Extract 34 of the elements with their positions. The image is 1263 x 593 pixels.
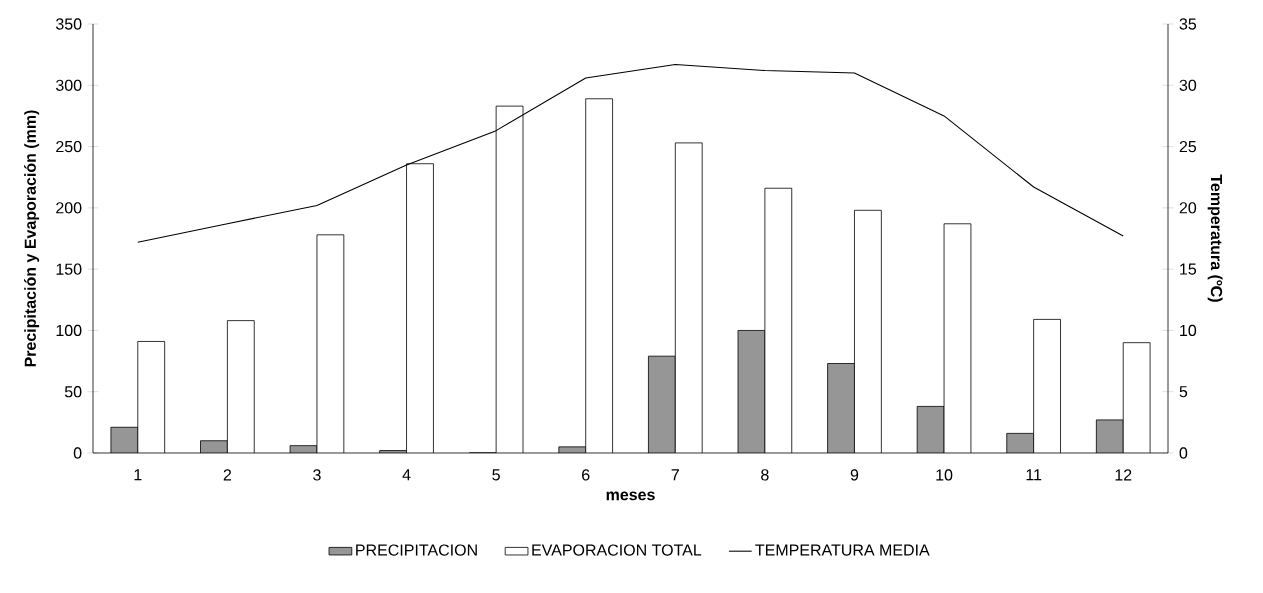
legend-label: TEMPERATURA MEDIA [755, 544, 930, 556]
x-tick-label: 11 [1026, 469, 1042, 481]
x-tick-label: 9 [850, 469, 859, 481]
x-tick-label: 2 [223, 469, 232, 481]
legend-label: PRECIPITACION [356, 544, 477, 556]
y2-tick-label: 15 [1180, 263, 1197, 275]
y2-tick-label: 30 [1179, 79, 1197, 91]
x-tick-label: 3 [313, 469, 321, 481]
x-tick-label: 1 [134, 469, 142, 481]
y-tick-label: 100 [56, 324, 82, 337]
y-tick-label: 0 [73, 447, 82, 459]
y-tick-label: 300 [55, 79, 82, 91]
x-tick-label: 5 [492, 469, 500, 481]
y2-tick-label: 25 [1179, 140, 1197, 153]
x-tick-label: 7 [671, 469, 679, 481]
y2-tick-label: 20 [1179, 202, 1197, 214]
y2-tick-label: 5 [1179, 386, 1188, 398]
x-tick-label: 10 [936, 469, 953, 481]
legend-label: EVAPORACION TOTAL [532, 544, 702, 556]
y2-tick-label: 0 [1179, 447, 1188, 459]
y-axis-title: Precipitación y Evaporación (mm) [24, 110, 40, 367]
y-tick-label: 150 [56, 263, 82, 275]
x-tick-label: 4 [402, 469, 411, 481]
y2-tick-label: 35 [1179, 18, 1197, 30]
x-tick-label: 8 [761, 469, 769, 481]
y-tick-label: 250 [56, 140, 82, 153]
x-tick-label: 6 [582, 469, 590, 481]
y2-tick-label: 10 [1180, 324, 1197, 337]
y2-axis-title: Temperatura (ºC) [1207, 174, 1223, 302]
y-tick-label: 50 [64, 386, 82, 398]
y-tick-label: 350 [55, 18, 82, 30]
x-axis-title: meses [606, 491, 655, 501]
y-tick-label: 200 [56, 202, 82, 214]
x-tick-label: 12 [1115, 469, 1132, 481]
